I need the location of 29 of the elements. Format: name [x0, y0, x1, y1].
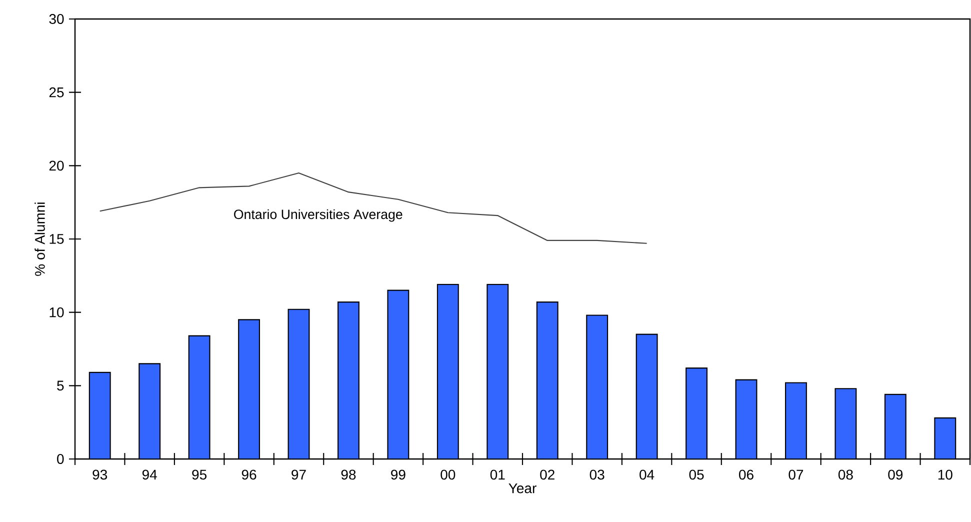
x-tick-label: 01 [490, 470, 505, 480]
x-tick-label: 02 [540, 470, 554, 480]
x-tick-label: 95 [192, 470, 206, 480]
x-tick-label: 00 [440, 470, 456, 480]
y-tick-label: 25 [49, 87, 64, 98]
y-tick-label: 0 [57, 454, 64, 464]
x-tick-label: 93 [92, 470, 108, 480]
x-tick-label: 04 [640, 470, 654, 480]
x-tick-label: 09 [888, 470, 903, 480]
y-axis-title: % of Alumni [34, 202, 45, 276]
x-tick-label: 03 [590, 470, 604, 480]
series-label: Ontario Universities Average [234, 209, 402, 222]
x-tick-label: 06 [739, 470, 754, 480]
y-tick-label: 5 [57, 380, 64, 391]
x-tick-label: 08 [838, 470, 853, 480]
x-tick-label: 10 [938, 470, 952, 480]
y-tick-label: 15 [50, 234, 64, 244]
x-tick-label: 99 [391, 470, 406, 480]
x-tick-label: 98 [341, 470, 356, 480]
x-tick-label: 05 [689, 470, 704, 480]
x-tick-label: 07 [788, 470, 804, 480]
y-tick-label: 30 [49, 14, 64, 24]
x-tick-label: 94 [142, 470, 157, 480]
y-tick-label: 20 [49, 160, 64, 171]
line-series [99, 172, 648, 244]
x-tick-label: 96 [242, 470, 256, 480]
x-axis-title: Year [508, 483, 536, 494]
x-tick-label: 97 [292, 470, 306, 480]
y-tick-label: 10 [50, 307, 64, 318]
